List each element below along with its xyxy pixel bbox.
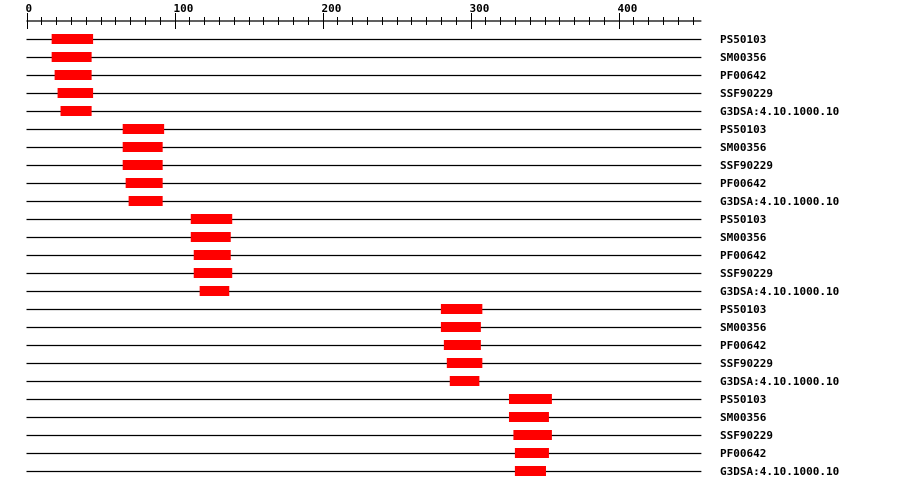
domain-label: SSF90229	[720, 159, 773, 172]
domain-row: PF00642	[26, 447, 766, 460]
domain-bar	[440, 304, 483, 314]
domain-bar	[514, 466, 546, 476]
domain-bar	[125, 178, 163, 188]
domain-bar	[513, 430, 552, 440]
domain-label: SSF90229	[720, 267, 773, 280]
domain-row: SM00356	[26, 51, 767, 64]
domain-bar	[508, 394, 552, 404]
domain-row: SSF90229	[26, 429, 773, 442]
domain-bar	[508, 412, 549, 422]
domain-label: PS50103	[720, 213, 766, 226]
domain-label: PF00642	[720, 249, 766, 262]
domain-bar	[122, 142, 163, 152]
domain-label: SM00356	[720, 141, 767, 154]
domain-bar	[128, 196, 163, 206]
domain-row: G3DSA:4.10.1000.10	[26, 285, 839, 298]
domain-label: G3DSA:4.10.1000.10	[720, 375, 839, 388]
domain-row: PS50103	[26, 33, 766, 46]
domain-row: SSF90229	[26, 267, 773, 280]
domain-row: G3DSA:4.10.1000.10	[26, 375, 839, 388]
domain-label: PF00642	[720, 177, 766, 190]
domain-label: G3DSA:4.10.1000.10	[720, 105, 839, 118]
domain-label: SM00356	[720, 411, 767, 424]
domain-row: G3DSA:4.10.1000.10	[26, 195, 839, 208]
domain-row: PF00642	[26, 69, 766, 82]
ruler-tick-label: 400	[618, 2, 638, 15]
domain-bar	[193, 250, 231, 260]
domain-row: SM00356	[26, 141, 767, 154]
domain-bar	[199, 286, 230, 296]
domain-label: SSF90229	[720, 87, 773, 100]
domain-label: PS50103	[720, 123, 766, 136]
domain-row: PF00642	[26, 339, 766, 352]
domain-bar	[57, 88, 94, 98]
domain-row: PS50103	[26, 213, 766, 226]
domain-bar	[190, 214, 233, 224]
ruler-tick-label: 100	[174, 2, 194, 15]
domain-bar	[440, 322, 481, 332]
ruler-tick-label: 0	[26, 2, 33, 15]
domain-label: G3DSA:4.10.1000.10	[720, 465, 839, 478]
domain-label: SSF90229	[720, 429, 773, 442]
domain-row: SSF90229	[26, 357, 773, 370]
domain-row: SSF90229	[26, 159, 773, 172]
domain-bar	[449, 376, 480, 386]
domain-label: SM00356	[720, 231, 767, 244]
domain-row: PS50103	[26, 393, 766, 406]
domain-label: G3DSA:4.10.1000.10	[720, 195, 839, 208]
ruler-tick-label: 200	[322, 2, 342, 15]
domain-label: PF00642	[720, 339, 766, 352]
ruler: 0 100 200 300 400	[26, 2, 702, 29]
domain-row: PS50103	[26, 123, 766, 136]
domain-row: PS50103	[26, 303, 766, 316]
domain-bar	[51, 52, 92, 62]
domain-label: SSF90229	[720, 357, 773, 370]
domain-row: G3DSA:4.10.1000.10	[26, 465, 839, 478]
domain-bar	[122, 160, 163, 170]
domain-label: PF00642	[720, 447, 766, 460]
domain-bar	[51, 34, 94, 44]
domain-label: PF00642	[720, 69, 766, 82]
domain-row: G3DSA:4.10.1000.10	[26, 105, 839, 118]
domain-row: SM00356	[26, 411, 767, 424]
domain-bar	[443, 340, 481, 350]
domain-bar	[122, 124, 165, 134]
domain-bar	[446, 358, 483, 368]
domain-bar	[514, 448, 549, 458]
domain-label: G3DSA:4.10.1000.10	[720, 285, 839, 298]
domain-row: SSF90229	[26, 87, 773, 100]
domain-row: SM00356	[26, 231, 767, 244]
domain-bar	[60, 106, 92, 116]
domain-label: PS50103	[720, 33, 766, 46]
domain-bar	[190, 232, 231, 242]
domain-bar	[54, 70, 92, 80]
ruler-tick-label: 300	[470, 2, 490, 15]
domain-label: PS50103	[720, 303, 766, 316]
domain-row: PF00642	[26, 177, 766, 190]
domain-label: SM00356	[720, 51, 767, 64]
domain-row: PF00642	[26, 249, 766, 262]
domain-row: SM00356	[26, 321, 767, 334]
domain-label: PS50103	[720, 393, 766, 406]
domain-label: SM00356	[720, 321, 767, 334]
domain-bar	[193, 268, 233, 278]
